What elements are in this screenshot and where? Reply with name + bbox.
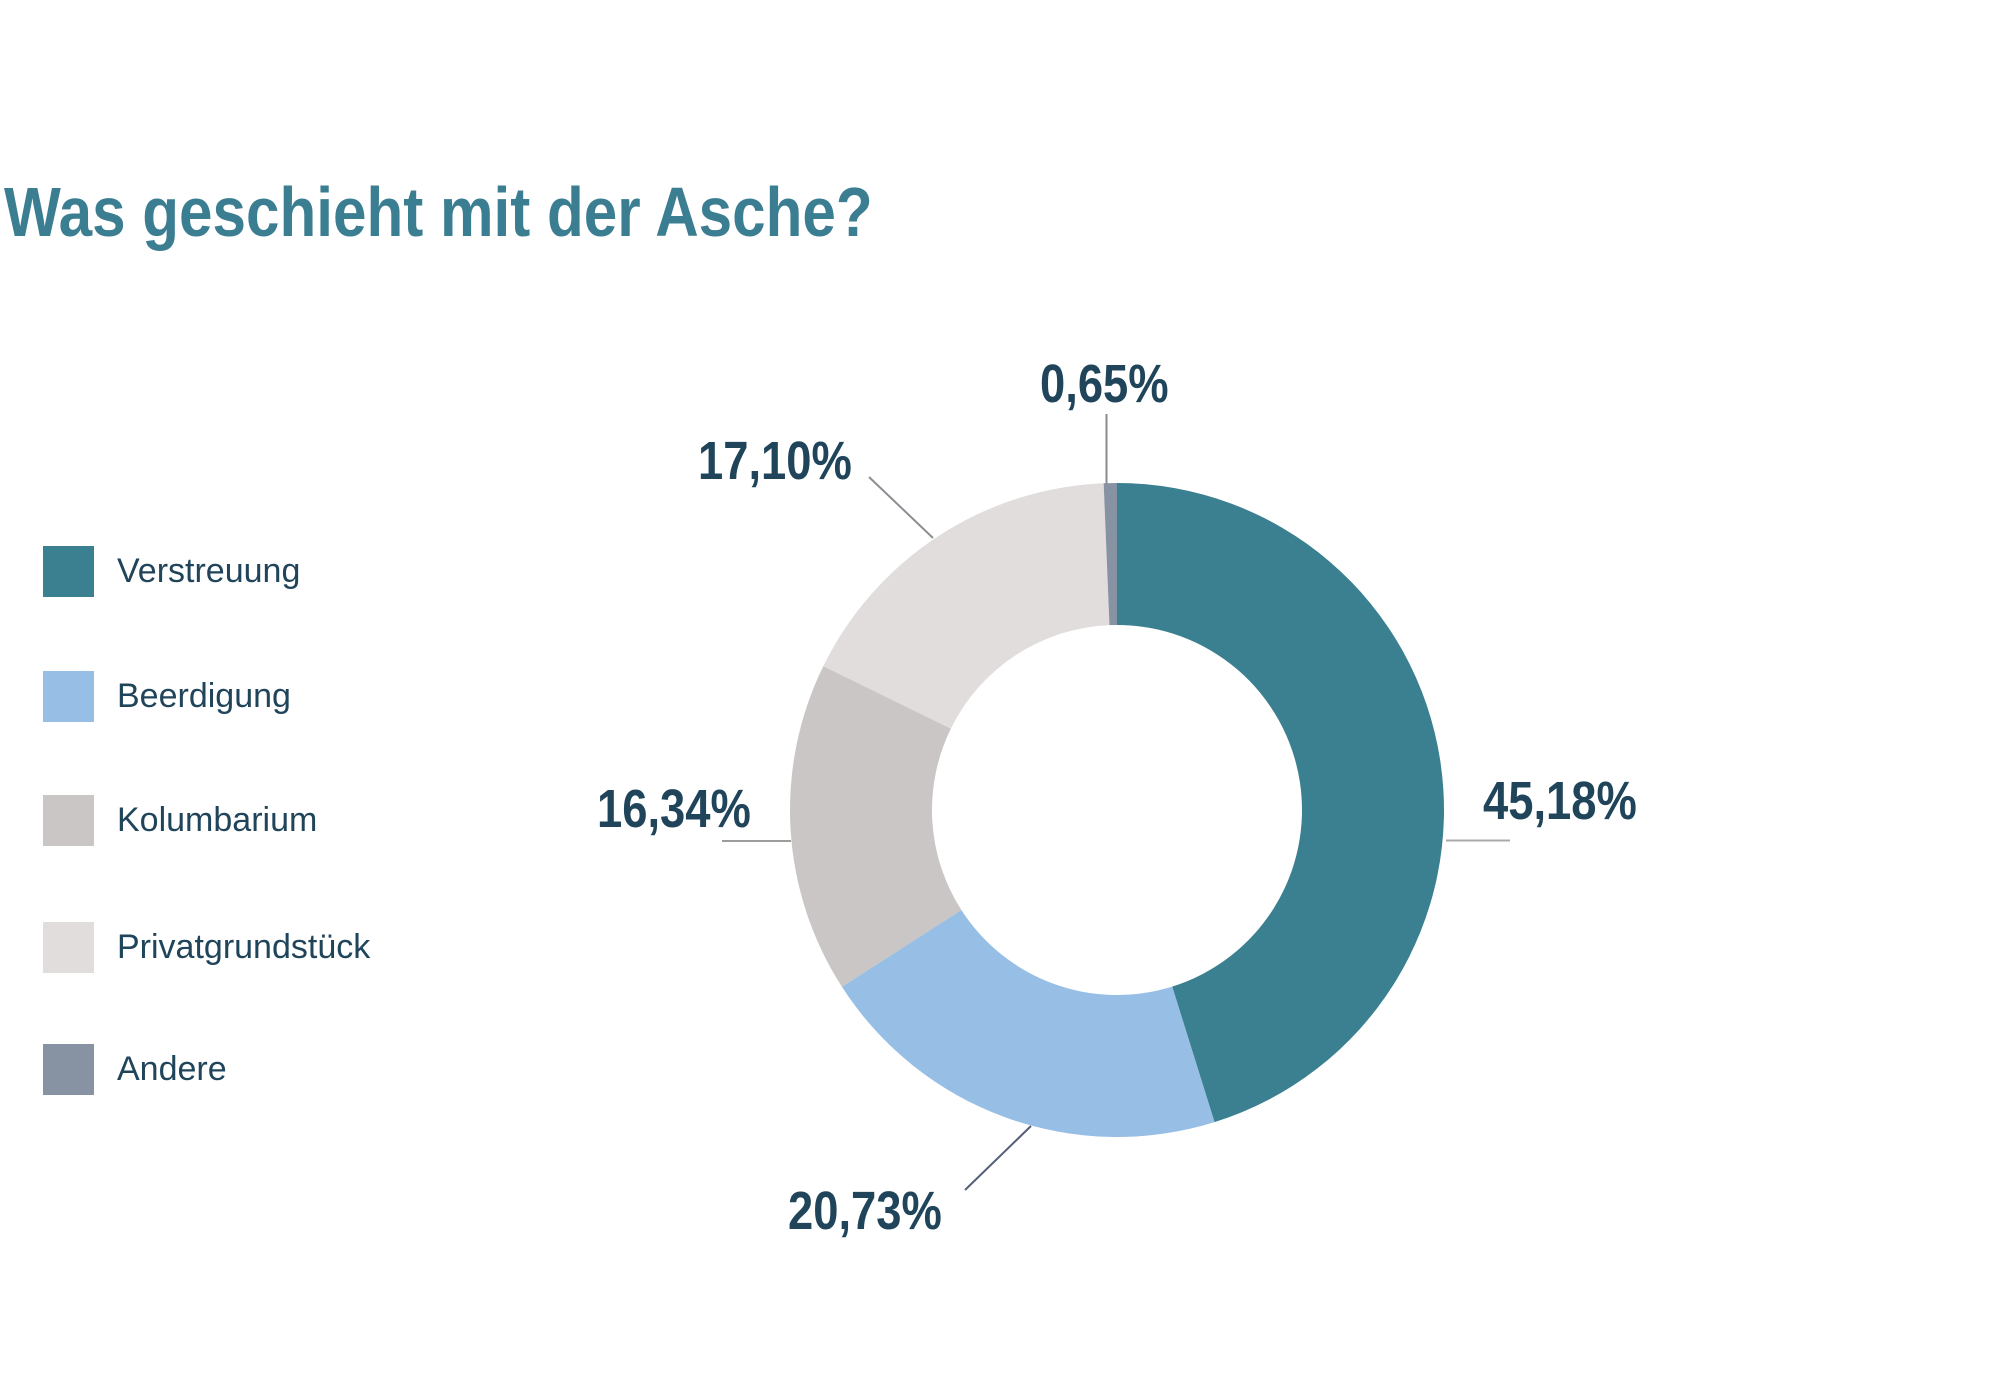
legend-swatch-verstreuung	[43, 546, 94, 597]
value-label-andere: 0,65%	[1040, 354, 1169, 414]
donut-slices	[789, 482, 1445, 1137]
value-label-beerdigung: 20,73%	[788, 1181, 942, 1241]
legend-item-kolumbarium: Kolumbarium	[43, 795, 317, 846]
legend-label-verstreuung: Verstreuung	[117, 552, 301, 590]
legend-item-beerdigung: Beerdigung	[43, 671, 291, 722]
legend-swatch-privatgrundstueck	[43, 922, 94, 973]
legend-item-andere: Andere	[43, 1044, 227, 1095]
slice-verstreuung	[1117, 483, 1445, 1123]
legend-label-andere: Andere	[117, 1050, 227, 1088]
value-label-kolumbarium: 16,34%	[597, 779, 751, 839]
value-label-verstreuung: 45,18%	[1483, 771, 1637, 831]
legend-label-kolumbarium: Kolumbarium	[117, 801, 318, 839]
leader-line-beerdigung	[964, 1125, 1032, 1191]
leader-line-privatgrundstueck	[868, 476, 934, 539]
legend-swatch-andere	[43, 1044, 94, 1095]
slice-kolumbarium	[789, 666, 962, 987]
legend-label-privatgrundstueck: Privatgrundstück	[117, 928, 371, 966]
slice-privatgrundstück	[823, 483, 1110, 729]
slice-beerdigung	[841, 910, 1215, 1137]
slice-andere	[1103, 482, 1117, 626]
legend-item-privatgrundstueck: Privatgrundstück	[43, 922, 370, 973]
legend-swatch-kolumbarium	[43, 795, 94, 846]
legend-swatch-beerdigung	[43, 671, 94, 722]
legend-label-beerdigung: Beerdigung	[117, 677, 291, 715]
legend-item-verstreuung: Verstreuung	[43, 546, 300, 597]
page-title: Was geschieht mit der Asche?	[4, 173, 873, 251]
value-label-privatgrundstueck: 17,10%	[698, 431, 852, 491]
